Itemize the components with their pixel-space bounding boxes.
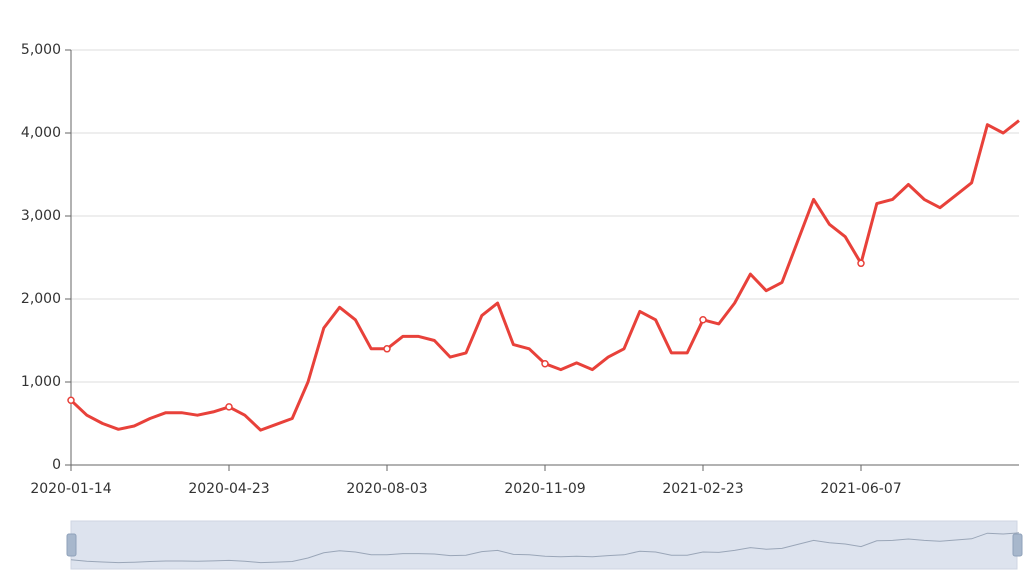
overview-line [70, 532, 1020, 564]
zoom-handle[interactable] [1012, 533, 1023, 557]
y-tick-label: 2,000 [21, 291, 61, 307]
x-tick-label: 2021-06-07 [820, 481, 901, 497]
point-marker [67, 396, 75, 405]
y-tick-label: 3,000 [21, 208, 61, 224]
zoom-handle[interactable] [66, 533, 77, 557]
y-tick-label: 1,000 [21, 374, 61, 390]
x-tick-label: 2020-01-14 [30, 481, 111, 497]
x-tick-label: 2021-02-23 [662, 481, 743, 497]
x-tick-label: 2020-04-23 [188, 481, 269, 497]
x-tick-label: 2020-11-09 [504, 481, 585, 497]
point-marker [699, 316, 707, 324]
point-marker [383, 345, 391, 353]
zoom-slider[interactable] [70, 520, 1018, 570]
y-tick-label: 0 [52, 457, 61, 473]
y-tick-label: 4,000 [21, 125, 61, 141]
point-marker [225, 403, 233, 411]
line [69, 119, 1020, 432]
point-marker [857, 259, 865, 268]
point-marker [541, 359, 549, 368]
x-tick-label: 2020-08-03 [346, 481, 427, 497]
y-tick-label: 5,000 [21, 42, 61, 58]
